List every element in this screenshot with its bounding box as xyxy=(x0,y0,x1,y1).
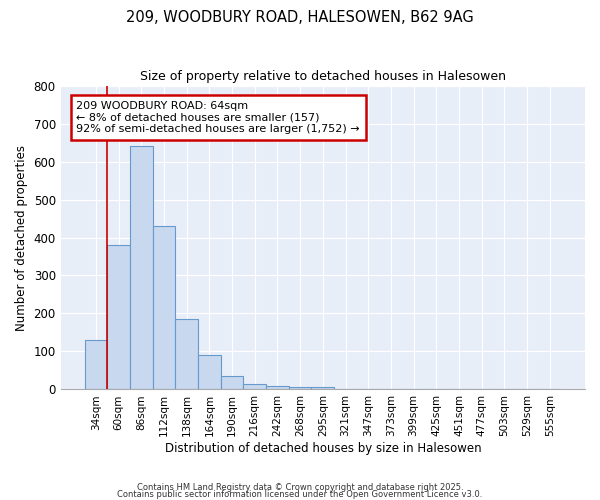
Bar xyxy=(221,376,244,390)
Bar xyxy=(130,146,152,390)
Bar xyxy=(266,386,289,390)
Bar xyxy=(198,356,221,390)
Bar xyxy=(244,384,266,390)
Bar xyxy=(311,387,334,390)
Y-axis label: Number of detached properties: Number of detached properties xyxy=(15,144,28,330)
Bar xyxy=(152,226,175,390)
Text: Contains HM Land Registry data © Crown copyright and database right 2025.: Contains HM Land Registry data © Crown c… xyxy=(137,484,463,492)
Text: 209, WOODBURY ROAD, HALESOWEN, B62 9AG: 209, WOODBURY ROAD, HALESOWEN, B62 9AG xyxy=(126,10,474,25)
Bar xyxy=(289,387,311,390)
Text: 209 WOODBURY ROAD: 64sqm
← 8% of detached houses are smaller (157)
92% of semi-d: 209 WOODBURY ROAD: 64sqm ← 8% of detache… xyxy=(76,101,360,134)
Title: Size of property relative to detached houses in Halesowen: Size of property relative to detached ho… xyxy=(140,70,506,83)
Bar xyxy=(175,319,198,390)
Text: Contains public sector information licensed under the Open Government Licence v3: Contains public sector information licen… xyxy=(118,490,482,499)
Bar xyxy=(85,340,107,390)
X-axis label: Distribution of detached houses by size in Halesowen: Distribution of detached houses by size … xyxy=(164,442,481,455)
Bar xyxy=(107,245,130,390)
